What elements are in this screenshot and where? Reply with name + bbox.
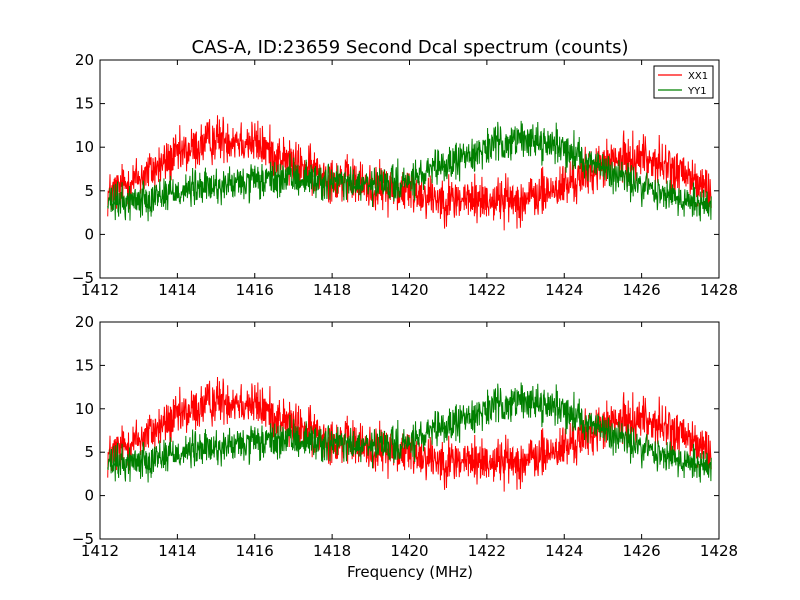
x-tick-label: 1414 — [158, 542, 196, 560]
x-tick-label: 1420 — [390, 281, 428, 299]
x-tick-label: 1418 — [313, 281, 351, 299]
x-tick-label: 1422 — [468, 542, 506, 560]
y-tick-label: 0 — [84, 225, 94, 243]
legend-label-yy1: YY1 — [687, 86, 707, 97]
y-tick-label: 10 — [75, 138, 94, 156]
y-tick-label: 15 — [75, 356, 94, 374]
x-tick-label: 1414 — [158, 281, 196, 299]
y-tick-label: 5 — [84, 443, 94, 461]
x-tick-label: 1420 — [390, 542, 428, 560]
x-tick-label: 1412 — [81, 542, 119, 560]
x-tick-label: 1418 — [313, 542, 351, 560]
chart-title: CAS-A, ID:23659 Second Dcal spectrum (co… — [192, 37, 629, 58]
series-line-yy1 — [107, 382, 712, 483]
panel-bottom: 1412 1414 1416 1418 1420 1422 1424 1426 1428 −5 0 5… — [72, 313, 738, 560]
x-axis-label: Frequency (MHz) — [347, 563, 473, 581]
legend-label-xx1: XX1 — [688, 71, 708, 82]
x-tick-label: 1428 — [700, 542, 738, 560]
y-tick-label: 0 — [84, 487, 94, 505]
x-tick-label: 1424 — [545, 281, 583, 299]
panel-top: 1412 1414 1416 1418 1420 1422 1424 1426 1428 −5 0 5… — [72, 51, 738, 299]
x-tick-label: 1424 — [545, 542, 583, 560]
series-line-yy1 — [107, 120, 712, 222]
legend-box — [653, 65, 714, 99]
panels: 1412 1414 1416 1418 1420 1422 1424 1426 1428 −5 0 5… — [72, 51, 738, 560]
x-tick-label: 1426 — [623, 281, 661, 299]
x-tick-label: 1422 — [468, 281, 506, 299]
x-tick-label: 1426 — [623, 542, 661, 560]
y-tick-label: 10 — [75, 400, 94, 418]
y-tick-label: 20 — [75, 51, 94, 69]
x-tick-label: 1428 — [700, 281, 738, 299]
y-tick-label: −5 — [72, 530, 94, 548]
y-tick-label: 15 — [75, 95, 94, 113]
y-tick-label: −5 — [72, 269, 94, 287]
y-tick-label: 5 — [84, 182, 94, 200]
x-tick-label: 1416 — [236, 542, 274, 560]
y-tick-label: 20 — [75, 313, 94, 331]
x-tick-label: 1412 — [81, 281, 119, 299]
x-tick-label: 1416 — [236, 281, 274, 299]
